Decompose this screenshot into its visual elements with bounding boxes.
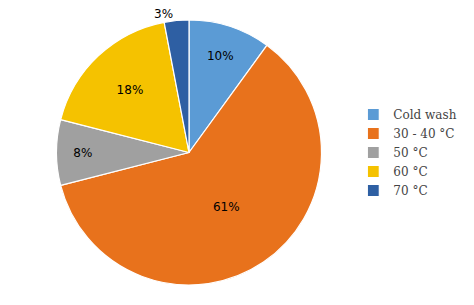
svg-text:10%: 10%: [207, 49, 234, 63]
svg-text:Cold wash: Cold wash: [393, 108, 456, 122]
svg-text:30 - 40 °C: 30 - 40 °C: [393, 127, 454, 141]
svg-text:50 °C: 50 °C: [393, 146, 427, 160]
svg-text:61%: 61%: [213, 200, 240, 214]
svg-text:8%: 8%: [73, 146, 92, 160]
svg-text:60 °C: 60 °C: [393, 165, 427, 179]
svg-text:70 °C: 70 °C: [393, 184, 427, 198]
svg-text:3%: 3%: [154, 7, 173, 21]
svg-text:18%: 18%: [117, 83, 144, 97]
